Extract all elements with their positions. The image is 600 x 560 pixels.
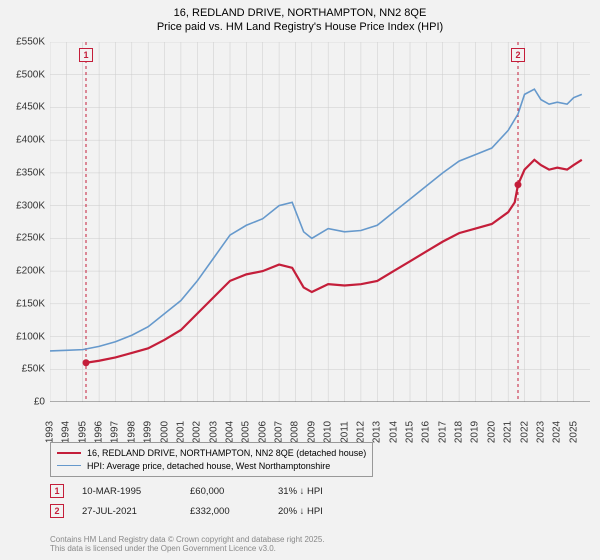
x-tick-label: 2005 [241, 421, 252, 443]
x-tick-label: 1999 [143, 421, 154, 443]
chart-svg [50, 42, 590, 402]
x-tick-label: 2024 [552, 421, 563, 443]
transaction-price: £332,000 [190, 506, 260, 517]
x-tick-label: 2007 [274, 421, 285, 443]
legend-box: 16, REDLAND DRIVE, NORTHAMPTON, NN2 8QE … [50, 442, 373, 477]
x-tick-label: 1994 [61, 421, 72, 443]
y-tick-label: £550K [3, 37, 45, 48]
transaction-date: 10-MAR-1995 [82, 486, 172, 497]
x-tick-label: 2019 [470, 421, 481, 443]
y-tick-label: £50K [3, 364, 45, 375]
x-tick-label: 2023 [535, 421, 546, 443]
attribution-line-1: Contains HM Land Registry data © Crown c… [50, 535, 325, 545]
y-tick-label: £450K [3, 102, 45, 113]
attribution-text: Contains HM Land Registry data © Crown c… [50, 535, 325, 554]
transaction-diff: 31% ↓ HPI [278, 486, 368, 497]
x-tick-label: 2020 [486, 421, 497, 443]
y-tick-label: £0 [3, 397, 45, 408]
y-tick-label: £150K [3, 298, 45, 309]
x-axis-labels: 1993199419951996199719981999200020012002… [50, 404, 590, 440]
chart-container: 16, REDLAND DRIVE, NORTHAMPTON, NN2 8QE … [0, 0, 600, 560]
transaction-list: 1 10-MAR-1995 £60,000 31% ↓ HPI 2 27-JUL-2021… [50, 484, 368, 524]
x-tick-label: 1998 [126, 421, 137, 443]
x-tick-label: 2021 [503, 421, 514, 443]
x-tick-label: 1996 [94, 421, 105, 443]
x-tick-label: 2025 [568, 421, 579, 443]
legend-item-hpi: HPI: Average price, detached house, West… [57, 460, 366, 473]
x-tick-label: 2009 [306, 421, 317, 443]
transaction-date: 27-JUL-2021 [82, 506, 172, 517]
y-tick-label: £350K [3, 167, 45, 178]
title-line-1: 16, REDLAND DRIVE, NORTHAMPTON, NN2 8QE [8, 6, 592, 20]
chart-title: 16, REDLAND DRIVE, NORTHAMPTON, NN2 8QE … [0, 0, 600, 39]
y-tick-label: £400K [3, 135, 45, 146]
x-tick-label: 2016 [421, 421, 432, 443]
y-tick-label: £250K [3, 233, 45, 244]
x-tick-label: 2006 [257, 421, 268, 443]
transaction-row: 1 10-MAR-1995 £60,000 31% ↓ HPI [50, 484, 368, 498]
transaction-badge: 2 [50, 504, 64, 518]
transaction-price: £60,000 [190, 486, 260, 497]
x-tick-label: 2012 [355, 421, 366, 443]
x-tick-label: 2015 [405, 421, 416, 443]
x-tick-label: 2001 [175, 421, 186, 443]
legend-label-hpi: HPI: Average price, detached house, West… [87, 460, 330, 473]
legend-label-price: 16, REDLAND DRIVE, NORTHAMPTON, NN2 8QE … [87, 447, 366, 460]
y-tick-label: £200K [3, 266, 45, 277]
x-tick-label: 2000 [159, 421, 170, 443]
y-tick-label: £500K [3, 69, 45, 80]
chart-plot-area [50, 42, 590, 402]
transaction-badge: 1 [50, 484, 64, 498]
transaction-marker-badge: 2 [511, 48, 525, 62]
x-tick-label: 2014 [388, 421, 399, 443]
legend-swatch-price [57, 452, 81, 454]
legend-item-price: 16, REDLAND DRIVE, NORTHAMPTON, NN2 8QE … [57, 447, 366, 460]
x-tick-label: 1997 [110, 421, 121, 443]
x-tick-label: 2002 [192, 421, 203, 443]
x-tick-label: 1995 [77, 421, 88, 443]
title-line-2: Price paid vs. HM Land Registry's House … [8, 20, 592, 34]
x-tick-label: 1993 [45, 421, 56, 443]
x-tick-label: 2018 [454, 421, 465, 443]
legend-swatch-hpi [57, 465, 81, 466]
x-tick-label: 2003 [208, 421, 219, 443]
x-tick-label: 2022 [519, 421, 530, 443]
y-tick-label: £100K [3, 331, 45, 342]
x-tick-label: 2017 [437, 421, 448, 443]
x-tick-label: 2008 [290, 421, 301, 443]
x-tick-label: 2011 [339, 421, 350, 443]
x-tick-label: 2013 [372, 421, 383, 443]
transaction-marker-badge: 1 [79, 48, 93, 62]
y-tick-label: £300K [3, 200, 45, 211]
x-tick-label: 2004 [225, 421, 236, 443]
attribution-line-2: This data is licensed under the Open Gov… [50, 544, 325, 554]
transaction-row: 2 27-JUL-2021 £332,000 20% ↓ HPI [50, 504, 368, 518]
x-tick-label: 2010 [323, 421, 334, 443]
transaction-diff: 20% ↓ HPI [278, 506, 368, 517]
